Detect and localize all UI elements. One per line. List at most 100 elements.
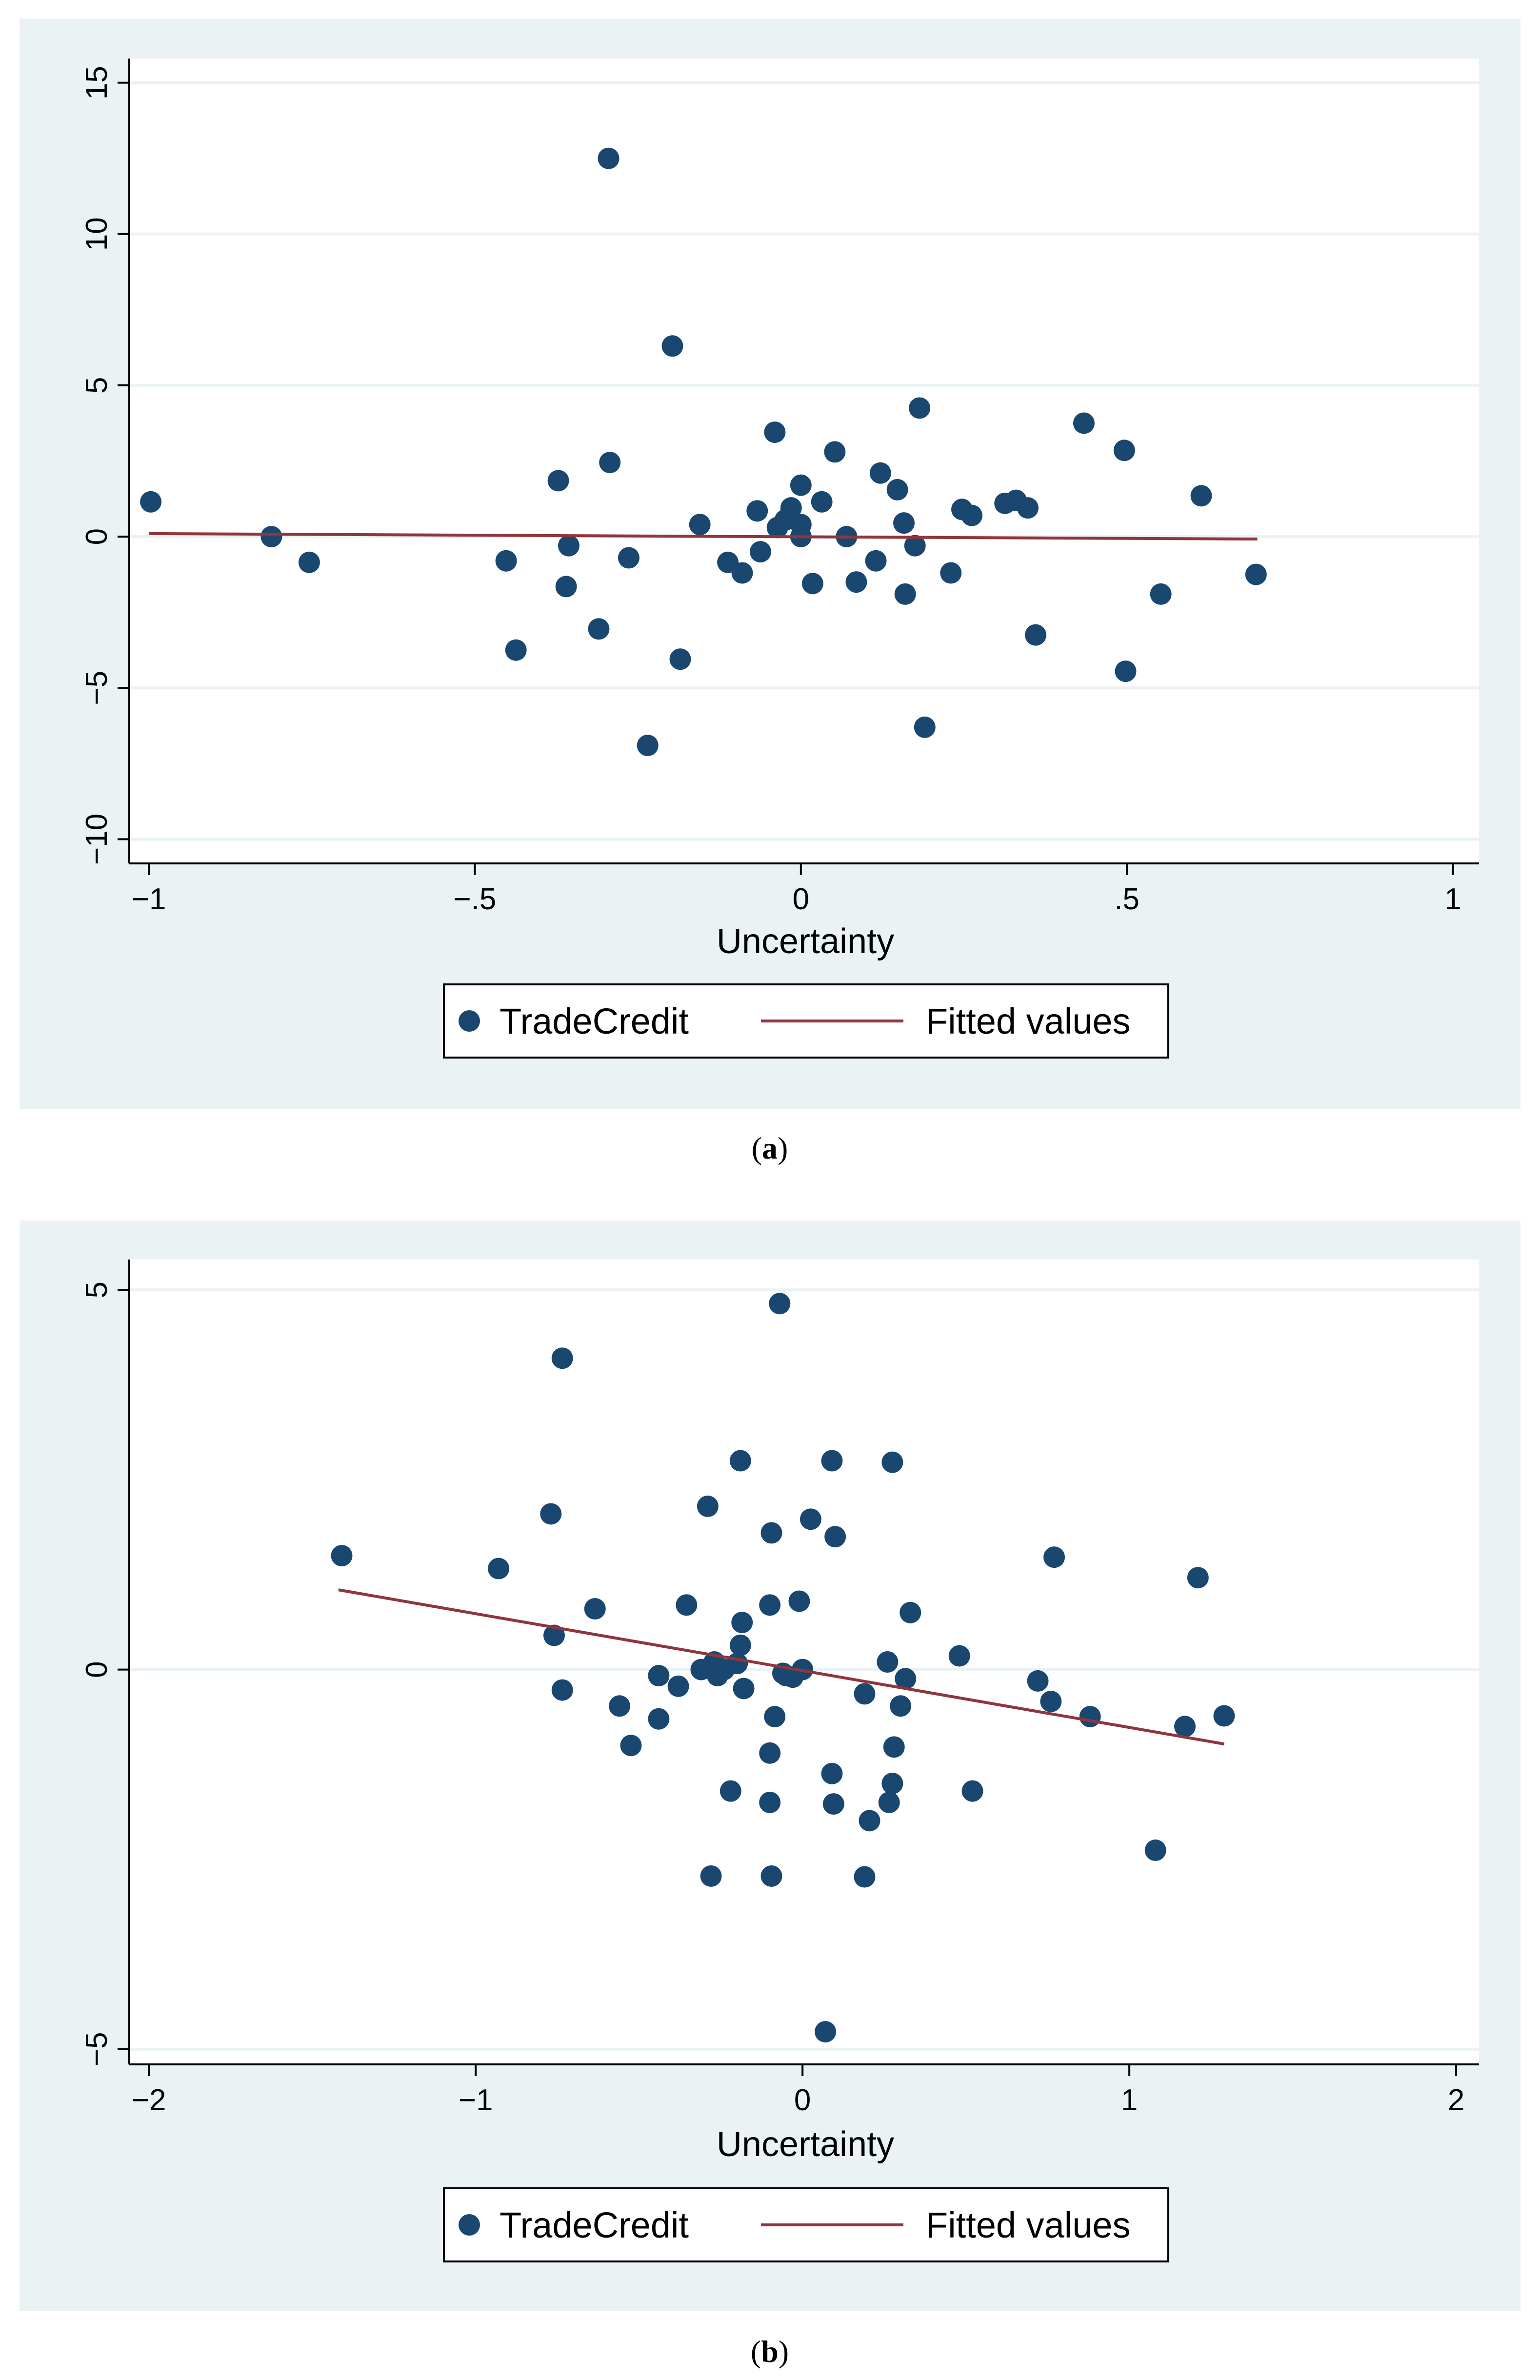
chart-a-data-point — [599, 452, 621, 474]
chart-b-data-point — [720, 1780, 741, 1802]
chart-a-scatter-series — [140, 147, 1267, 757]
chart-b-data-point — [1213, 1705, 1235, 1727]
chart-a-data-point — [618, 547, 640, 569]
chart-a-y-tick-label: 5 — [80, 377, 114, 394]
chart-b-data-point — [815, 2021, 837, 2043]
chart-b-data-point — [729, 1450, 751, 1472]
chart-b-y-tick-label: 5 — [80, 1281, 114, 1298]
chart-a-caption: (a) — [752, 1131, 788, 1165]
chart-b-data-point — [648, 1708, 670, 1730]
chart-a-data-point — [914, 716, 936, 738]
chart-a-data-point — [865, 550, 887, 572]
chart-a-data-point — [547, 470, 569, 492]
chart-a-data-point — [1025, 624, 1047, 646]
chart-b: −5 0 5 −2 −1 0 1 2 Uncertainty TradeCredit Fit… — [20, 1220, 1520, 2311]
chart-a-data-point — [1245, 563, 1267, 585]
chart-a-data-point — [637, 735, 659, 757]
chart-b-data-point — [1043, 1546, 1065, 1568]
chart-a: −10 −5 0 5 10 15 −1 −.5 0 .5 1 Uncertainty TradeC… — [20, 19, 1520, 1109]
chart-b-data-point — [331, 1545, 353, 1567]
chart-b-data-point — [488, 1558, 510, 1580]
chart-b-data-point — [883, 1736, 905, 1758]
chart-b-data-point — [584, 1598, 606, 1620]
chart-b-data-point — [821, 1762, 843, 1784]
chart-b-x-tick-label: −2 — [132, 2083, 166, 2117]
chart-a-x-tick-label: 1 — [1444, 882, 1461, 916]
chart-a-data-point — [869, 462, 891, 484]
chart-a-data-point — [811, 491, 833, 513]
chart-a-data-point — [558, 535, 580, 557]
chart-a-y-tick-label: −10 — [80, 814, 114, 865]
chart-b-data-point — [764, 1706, 786, 1728]
chart-a-fitted-line — [149, 532, 1258, 541]
chart-a-data-point — [598, 147, 620, 169]
chart-b-fitted-line — [338, 1588, 1224, 1746]
chart-b-y-tick-label: 0 — [80, 1661, 114, 1678]
chart-a-data-point — [961, 504, 983, 526]
chart-a-data-point — [1073, 412, 1095, 434]
chart-a-legend-label-fitted: Fitted values — [926, 1001, 1131, 1041]
chart-b-data-point — [824, 1526, 846, 1548]
chart-b-legend: TradeCredit Fitted values — [443, 2187, 1169, 2262]
chart-b-data-point — [648, 1665, 670, 1687]
chart-a-data-point — [845, 571, 867, 593]
chart-b-data-point — [759, 1742, 781, 1764]
chart-a-legend-marker-tradecredit — [459, 1010, 480, 1032]
chart-b-data-point — [890, 1695, 912, 1717]
chart-b-data-point — [878, 1791, 900, 1813]
chart-b-x-tick-label: 1 — [1121, 2083, 1138, 2117]
chart-a-x-tick-label: .5 — [1114, 882, 1140, 916]
chart-b-scatter-series — [331, 1293, 1235, 2043]
chart-a-y-tick-label: −5 — [80, 671, 114, 705]
chart-b-data-point — [822, 1793, 844, 1815]
chart-b-data-point — [1027, 1670, 1049, 1692]
chart-b-x-tick-label: 0 — [794, 2083, 811, 2117]
chart-b-data-point — [620, 1735, 642, 1757]
chart-a-x-axis-title: Uncertainty — [717, 922, 894, 961]
chart-b-data-point — [854, 1683, 876, 1705]
chart-a-data-point — [940, 562, 962, 584]
chart-b-data-point — [733, 1678, 755, 1700]
chart-b-data-point — [551, 1347, 573, 1369]
chart-b-data-point — [961, 1780, 983, 1802]
chart-a-data-point — [1190, 485, 1212, 507]
chart-b-data-point — [608, 1695, 630, 1717]
chart-b-data-point — [760, 1522, 782, 1544]
chart-b-x-tick-label: 2 — [1448, 2083, 1464, 2117]
chart-b-legend-label-tradecredit: TradeCredit — [500, 2205, 689, 2245]
chart-b-data-point — [948, 1645, 970, 1667]
chart-a-x-tick-label: −1 — [132, 882, 166, 916]
chart-b-legend-label-fitted: Fitted values — [926, 2205, 1131, 2245]
chart-b-data-point — [543, 1624, 565, 1646]
chart-b-legend-marker-tradecredit — [459, 2214, 480, 2236]
chart-a-x-ticks: −1 −.5 0 .5 1 — [132, 863, 1461, 916]
chart-a-data-point — [260, 526, 282, 548]
chart-a-y-tick-label: 10 — [80, 217, 114, 251]
chart-a-data-point — [555, 576, 577, 598]
chart-a-y-tick-label: 0 — [80, 528, 114, 545]
chart-b-x-tick-label: −1 — [459, 2083, 493, 2117]
chart-b-data-point — [769, 1293, 791, 1315]
chart-a-data-point — [1150, 583, 1172, 605]
chart-a-data-point — [886, 479, 908, 500]
chart-b-data-point — [788, 1590, 810, 1612]
chart-a-data-point — [140, 491, 162, 513]
chart-a-data-point — [505, 639, 527, 661]
chart-b-data-point — [667, 1675, 689, 1697]
chart-a-data-point — [1113, 440, 1135, 461]
chart-b-data-point — [1079, 1706, 1101, 1728]
chart-b-caption-letter: b — [761, 2334, 779, 2369]
chart-b-data-point — [800, 1508, 821, 1530]
chart-b-data-point — [760, 1865, 782, 1887]
chart-b-x-axis-title: Uncertainty — [717, 2125, 894, 2164]
chart-b-data-point — [859, 1810, 880, 1832]
chart-a-data-point — [893, 512, 915, 534]
chart-b-data-point — [881, 1773, 903, 1795]
chart-b-data-point — [854, 1866, 876, 1888]
chart-a-x-tick-label: 0 — [793, 882, 809, 916]
chart-b-data-point — [895, 1668, 917, 1690]
chart-b-data-point — [1174, 1716, 1196, 1738]
chart-b-data-point — [900, 1601, 921, 1623]
chart-b-data-point — [729, 1634, 751, 1656]
